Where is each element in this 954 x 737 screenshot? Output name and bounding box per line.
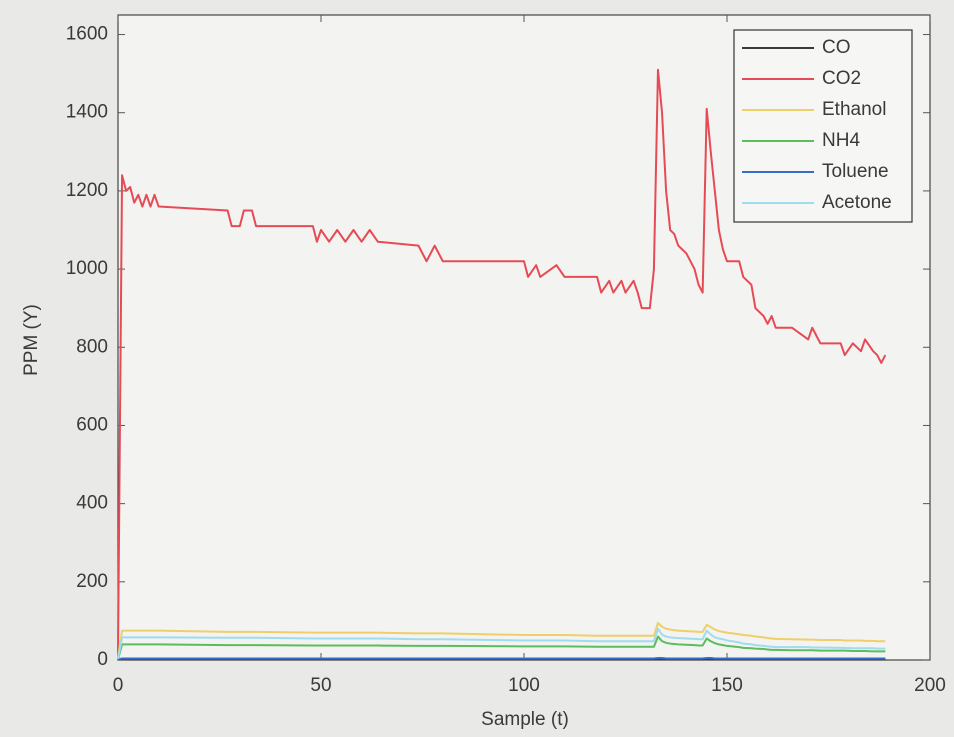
y-tick-label: 200	[76, 571, 108, 592]
legend-label: Acetone	[822, 192, 892, 213]
legend-label: Ethanol	[822, 99, 886, 120]
x-tick-label: 50	[310, 675, 331, 696]
y-tick-label: 1400	[66, 102, 108, 123]
series-line	[117, 635, 886, 660]
x-axis-label: Sample (t)	[481, 709, 569, 730]
y-tick-label: 800	[76, 336, 108, 357]
legend-label: CO2	[822, 68, 861, 89]
y-tick-label: 1600	[66, 24, 108, 45]
series-line	[117, 627, 886, 660]
x-tick-label: 150	[711, 675, 743, 696]
legend-label: CO	[822, 37, 851, 58]
x-tick-label: 0	[113, 675, 124, 696]
legend-label: Toluene	[822, 161, 889, 182]
x-tick-label: 100	[508, 675, 540, 696]
x-tick-label: 200	[914, 675, 946, 696]
series-line	[117, 68, 887, 657]
legend-label: NH4	[822, 130, 860, 151]
y-tick-label: 0	[97, 649, 108, 670]
legend-box	[733, 29, 913, 223]
y-tick-label: 600	[76, 414, 108, 435]
y-axis-label: PPM (Y)	[21, 304, 42, 376]
series-line	[117, 657, 886, 661]
series-line	[117, 621, 886, 659]
y-tick-label: 400	[76, 493, 108, 514]
y-tick-label: 1000	[66, 258, 108, 279]
y-tick-label: 1200	[66, 180, 108, 201]
